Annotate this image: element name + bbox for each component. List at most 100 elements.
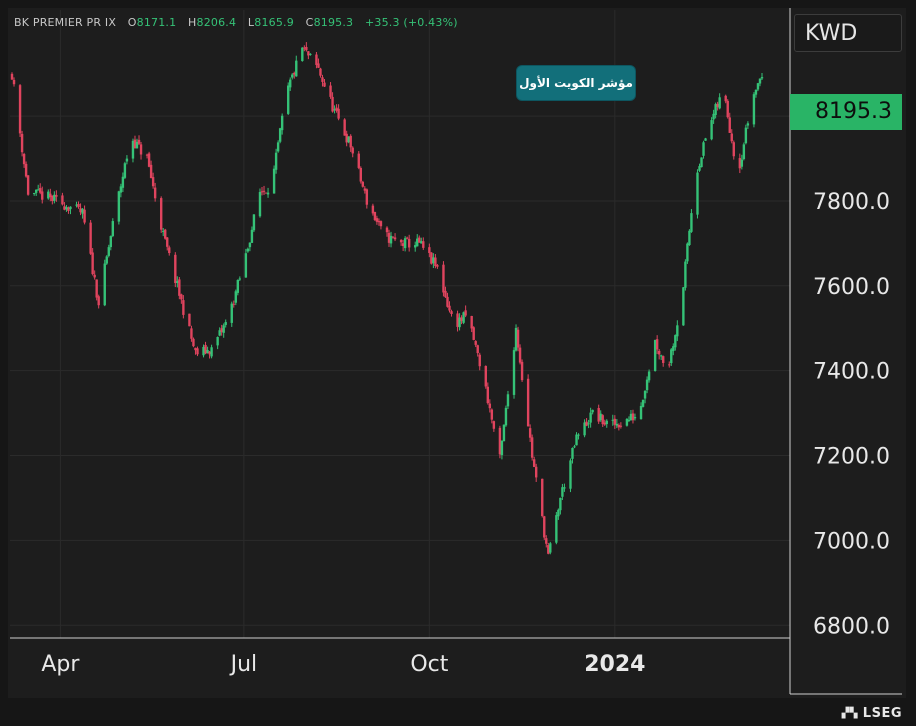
candle-body [164,229,167,239]
candle-body [333,109,336,111]
candle-body [458,317,461,328]
x-tick-label: Apr [41,652,80,677]
candle-body [315,54,318,65]
candle-body [405,237,409,239]
candle-body [718,97,721,109]
candle-body [615,423,619,426]
candle-body [24,163,28,177]
candle-body [319,68,322,76]
candle-body [111,221,115,237]
candle-body [206,349,209,354]
candle-body [668,364,671,366]
x-tick-label: 2024 [584,652,645,677]
candle-body [260,191,264,193]
candle-body [335,107,338,111]
candle-body [504,407,508,426]
y-tick-label: 7400.0 [813,360,890,385]
candle-body [252,214,256,231]
candle-body [109,236,112,248]
candle-body [603,422,606,425]
candle-body [202,346,205,356]
candle-body [303,47,306,49]
candle-body [545,538,548,544]
candle-body [627,420,631,422]
candle-body [472,327,475,340]
candle-body [105,256,108,264]
candle-body [287,85,290,114]
candle-body [672,346,675,352]
candle-body [704,138,707,141]
candle-body [422,241,425,248]
candle-body [34,189,38,193]
index-title-badge: مؤشر الكويت الأول [517,66,635,100]
candle-body [401,243,405,246]
currency-selector[interactable]: KWD [794,14,902,52]
candle-body [414,245,417,248]
candle-body [135,141,139,149]
candle-body [591,409,594,413]
candle-body [619,425,623,427]
candle-body [178,279,181,296]
candle-body [563,487,566,489]
candle-body [145,154,149,156]
candle-body [639,405,643,420]
candle-body [436,265,439,267]
brand-bull-icon: ▞▚ [841,708,858,719]
candle-body [530,437,534,458]
candle-body [569,460,572,489]
candle-body [710,120,713,140]
last-price-tag: 8195.3 [790,94,902,130]
candle-body [274,152,278,170]
candle-body [361,181,365,187]
x-tick-label: Jul [229,652,258,677]
candle-body [89,222,92,254]
candle-body [391,237,395,239]
candle-body [264,192,268,194]
change-value: +35.3 (+0.43%) [364,16,458,29]
candle-body [379,221,383,227]
y-tick-label: 7600.0 [813,275,890,300]
grid-lines [10,10,790,638]
candle-body [121,176,125,188]
candle-body [91,252,94,275]
candle-body [518,347,522,363]
candle-body [760,77,764,79]
candle-body [597,408,600,422]
candle-body [547,545,550,554]
candle-body [393,237,397,240]
candle-body [20,133,24,153]
candle-body [655,339,659,350]
candle-body [95,279,98,298]
candle-body [633,417,637,419]
candle-body [674,335,677,348]
candle-body [617,424,621,428]
candle-body [262,190,266,192]
candle-body [690,213,693,232]
candle-body [742,144,746,160]
candle-body [208,351,211,355]
candle-body [488,403,492,409]
candle-body [49,193,52,198]
candle-body [343,119,346,136]
candle-body [107,247,110,256]
candle-body [77,204,80,208]
candle-body [647,371,651,381]
candle-body [516,329,520,348]
high-label: H [188,16,197,29]
candle-body [65,206,68,210]
candle-body [490,409,494,420]
candle-body [75,204,78,206]
candle-body [250,229,254,243]
candle-body [232,303,235,305]
candle-body [492,421,496,429]
low-label: L [247,16,255,29]
candle-body [289,79,292,88]
candle-body [67,207,70,211]
candle-body [470,315,473,329]
candle-body [301,47,304,62]
candle-body [587,423,590,425]
candle-body [357,153,360,168]
candle-body [159,198,163,230]
